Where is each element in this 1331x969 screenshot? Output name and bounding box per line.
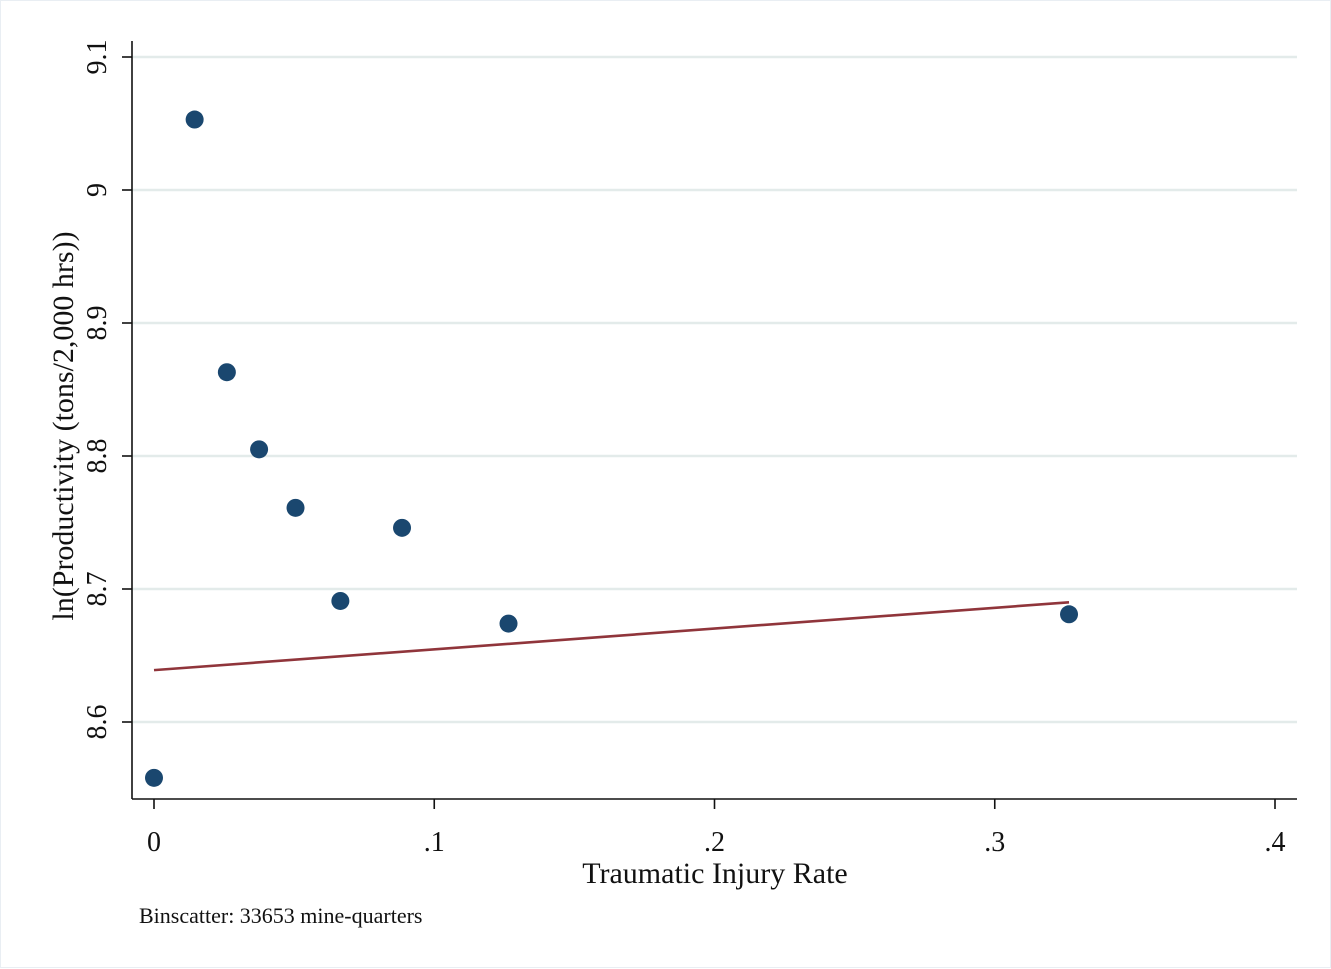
x-tick-label: .3 <box>984 827 1005 858</box>
x-tick-label: .4 <box>1265 827 1286 858</box>
data-point <box>217 363 236 382</box>
gridlines <box>132 55 1297 724</box>
axes <box>131 41 1297 800</box>
y-tick-label: 9 <box>82 183 113 197</box>
data-point <box>331 591 350 610</box>
fit-line <box>153 601 1070 672</box>
y-tick-label: 8.6 <box>82 705 113 740</box>
x-tick-label: .2 <box>704 827 725 858</box>
data-point <box>499 614 518 633</box>
data-point <box>1060 605 1079 624</box>
x-tick-label: .1 <box>424 827 445 858</box>
data-point <box>286 498 305 517</box>
x-tick-label: 0 <box>147 827 161 858</box>
data-point <box>145 768 163 787</box>
y-tick-label: 8.7 <box>82 572 113 607</box>
x-axis-ticks: 0 .1 .2 .3 .4 <box>147 799 1286 858</box>
data-point <box>393 518 412 537</box>
data-point <box>185 110 204 129</box>
y-axis-title: ln(Productivity (tons/2,000 hrs)) <box>47 231 80 620</box>
y-tick-label: 9.1 <box>82 40 113 75</box>
data-point <box>250 440 269 459</box>
chart-note: Binscatter: 33653 mine-quarters <box>139 903 422 928</box>
fit-line-layer <box>153 601 1070 672</box>
y-tick-label: 8.8 <box>82 439 113 474</box>
data-points <box>145 110 1079 787</box>
x-axis-title: Traumatic Injury Rate <box>582 857 848 890</box>
y-tick-label: 8.9 <box>82 306 113 341</box>
y-axis-ticks: 8.6 8.7 8.8 8.9 9 9.1 <box>82 40 132 740</box>
